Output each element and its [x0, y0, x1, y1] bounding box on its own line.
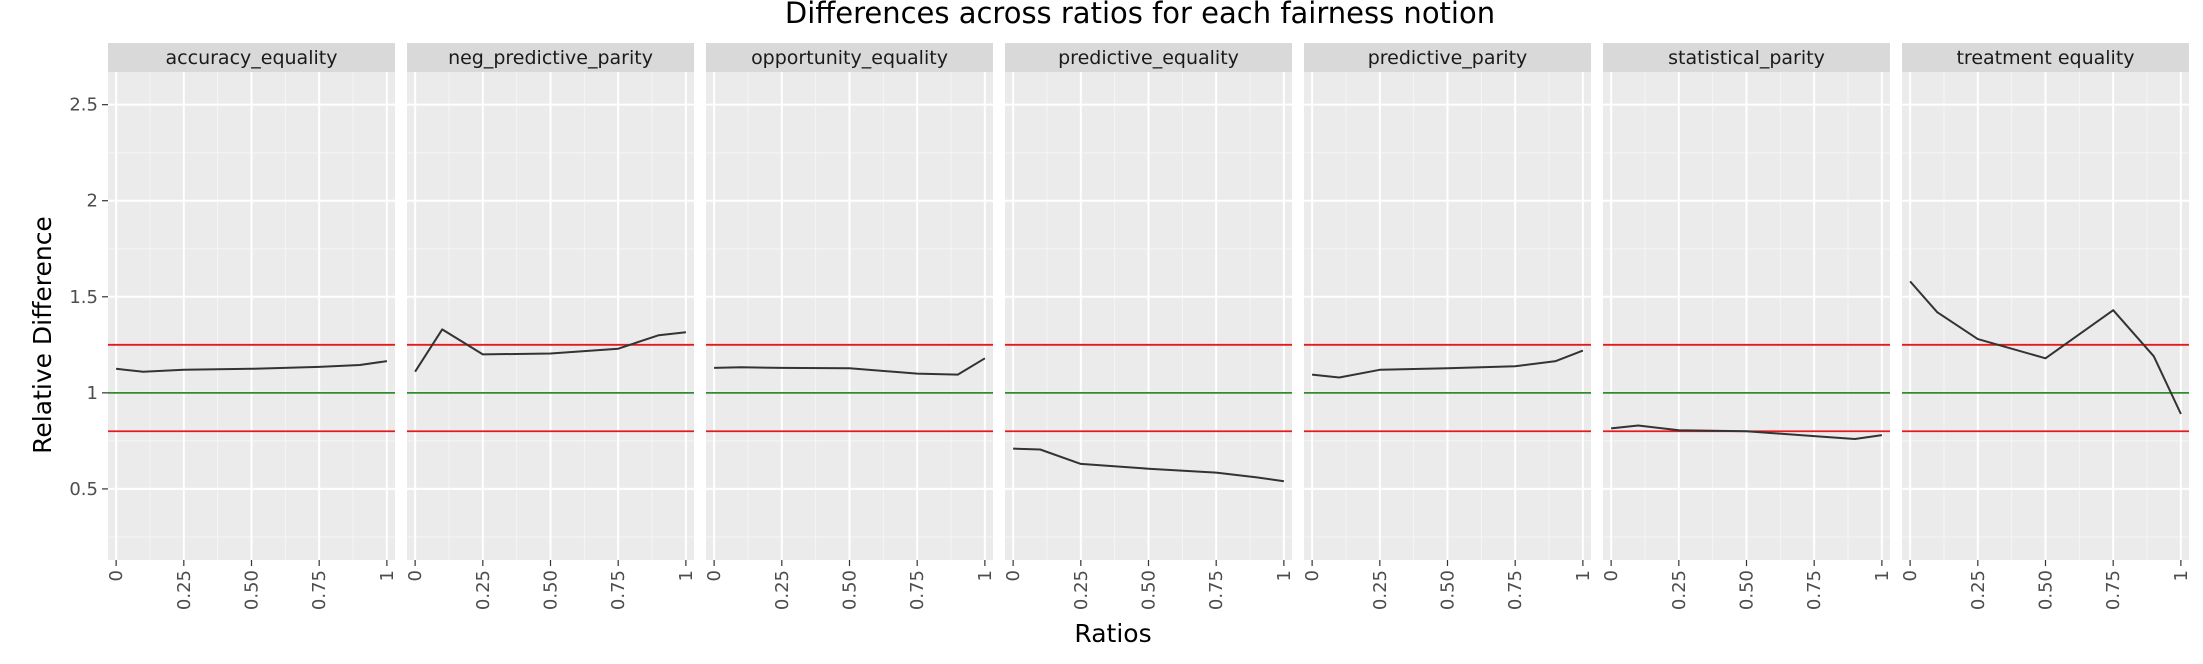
facet-strip — [108, 43, 395, 72]
x-tick-label: 0.75 — [1804, 570, 1825, 610]
facet-strip-label: statistical_parity — [1668, 47, 1825, 69]
y-axis-title: Relative Difference — [28, 216, 57, 454]
x-tick-label: 0.50 — [840, 570, 861, 610]
x-tick-label: 0 — [106, 570, 127, 581]
series-line — [714, 357, 986, 376]
facet-panel-accuracy-equality: accuracy_equality 0 0.25 0.50 0.75 1 — [106, 43, 398, 610]
y-tick-label: 0.5 — [69, 479, 98, 500]
y-tick-label: 1.5 — [69, 287, 98, 308]
facet-strip — [1005, 43, 1292, 72]
x-tick-label: 0.50 — [2036, 570, 2057, 610]
x-tick-label: 0.25 — [1370, 570, 1391, 610]
y-axis: 0.5 1 1.5 2 2.5 — [69, 95, 108, 500]
y-tick-label: 1 — [87, 383, 98, 404]
x-tick-label: 0.25 — [1968, 570, 1989, 610]
facet-panel-neg-predictive-parity: neg_predictive_parity 0 0.25 0.50 0.75 1 — [405, 43, 697, 610]
series-line — [414, 328, 687, 373]
facet-strip — [1902, 43, 2189, 72]
facet-strip-label: neg_predictive_parity — [448, 47, 653, 69]
facet-strip — [1603, 43, 1890, 72]
x-tick-label: 0.75 — [1206, 570, 1227, 610]
facet-strip-label: accuracy_equality — [166, 47, 338, 69]
x-tick-label: 0.75 — [309, 570, 330, 610]
x-tick-label: 0 — [1601, 570, 1622, 581]
facet-panel-statistical-parity: statistical_parity 0 0.25 0.50 0.75 1 — [1601, 43, 1893, 610]
x-tick-label: 1 — [1872, 570, 1893, 581]
x-tick-label: 0 — [704, 570, 725, 581]
x-tick-label: 1 — [975, 570, 996, 581]
facet-strip — [706, 43, 993, 72]
facet-strip-label: predictive_parity — [1368, 47, 1528, 69]
x-tick-label: 0.25 — [772, 570, 793, 610]
y-tick-label: 2.5 — [69, 95, 98, 116]
y-tick-label: 2 — [87, 191, 98, 212]
x-tick-label: 0.75 — [1505, 570, 1526, 610]
facet-strip-label: predictive_equality — [1058, 47, 1239, 69]
facet-panel-treatment-equality: treatment equality 0 0.25 0.50 0.75 1 — [1900, 43, 2192, 610]
x-tick-label: 1 — [1573, 570, 1594, 581]
x-tick-label: 0.25 — [1669, 570, 1690, 610]
x-tick-label: 1 — [676, 570, 697, 581]
facet-strip — [1304, 43, 1591, 72]
chart-title: Differences across ratios for each fairn… — [785, 0, 1495, 30]
x-tick-label: 0.25 — [473, 570, 494, 610]
x-tick-label: 0 — [1900, 570, 1921, 581]
facet-panel-predictive-equality: predictive_equality 0 0.25 0.50 0.75 1 — [1003, 43, 1295, 610]
series-line — [1610, 424, 1883, 440]
x-tick-label: 0.75 — [2103, 570, 2124, 610]
facet-panel-opportunity-equality: opportunity_equality 0 0.25 0.50 0.75 1 — [704, 43, 996, 610]
x-tick-label: 0.50 — [242, 570, 263, 610]
x-tick-label: 1 — [2171, 570, 2192, 581]
x-tick-label: 0.50 — [541, 570, 562, 610]
x-tick-label: 1 — [377, 570, 398, 581]
series-line — [1013, 447, 1285, 483]
x-tick-label: 1 — [1274, 570, 1295, 581]
x-tick-label: 0.50 — [1139, 570, 1160, 610]
x-tick-label: 0.75 — [608, 570, 629, 610]
x-tick-label: 0.50 — [1737, 570, 1758, 610]
facet-strip-label: treatment equality — [1956, 47, 2134, 69]
series-line — [1909, 280, 2182, 415]
x-tick-label: 0.25 — [1071, 570, 1092, 610]
facet-strip — [407, 43, 694, 72]
x-tick-label: 0.75 — [907, 570, 928, 610]
facet-strip-label: opportunity_equality — [751, 47, 948, 69]
facet-panel-predictive-parity: predictive_parity 0 0.25 0.50 0.75 1 — [1302, 43, 1594, 610]
x-tick-label: 0 — [405, 570, 426, 581]
x-tick-label: 0 — [1003, 570, 1024, 581]
series-line — [1311, 349, 1584, 379]
x-axis-title: Ratios — [1074, 619, 1151, 648]
x-tick-label: 0.25 — [174, 570, 195, 610]
x-tick-label: 0 — [1302, 570, 1323, 581]
x-tick-label: 0.50 — [1438, 570, 1459, 610]
series-line — [115, 360, 388, 373]
